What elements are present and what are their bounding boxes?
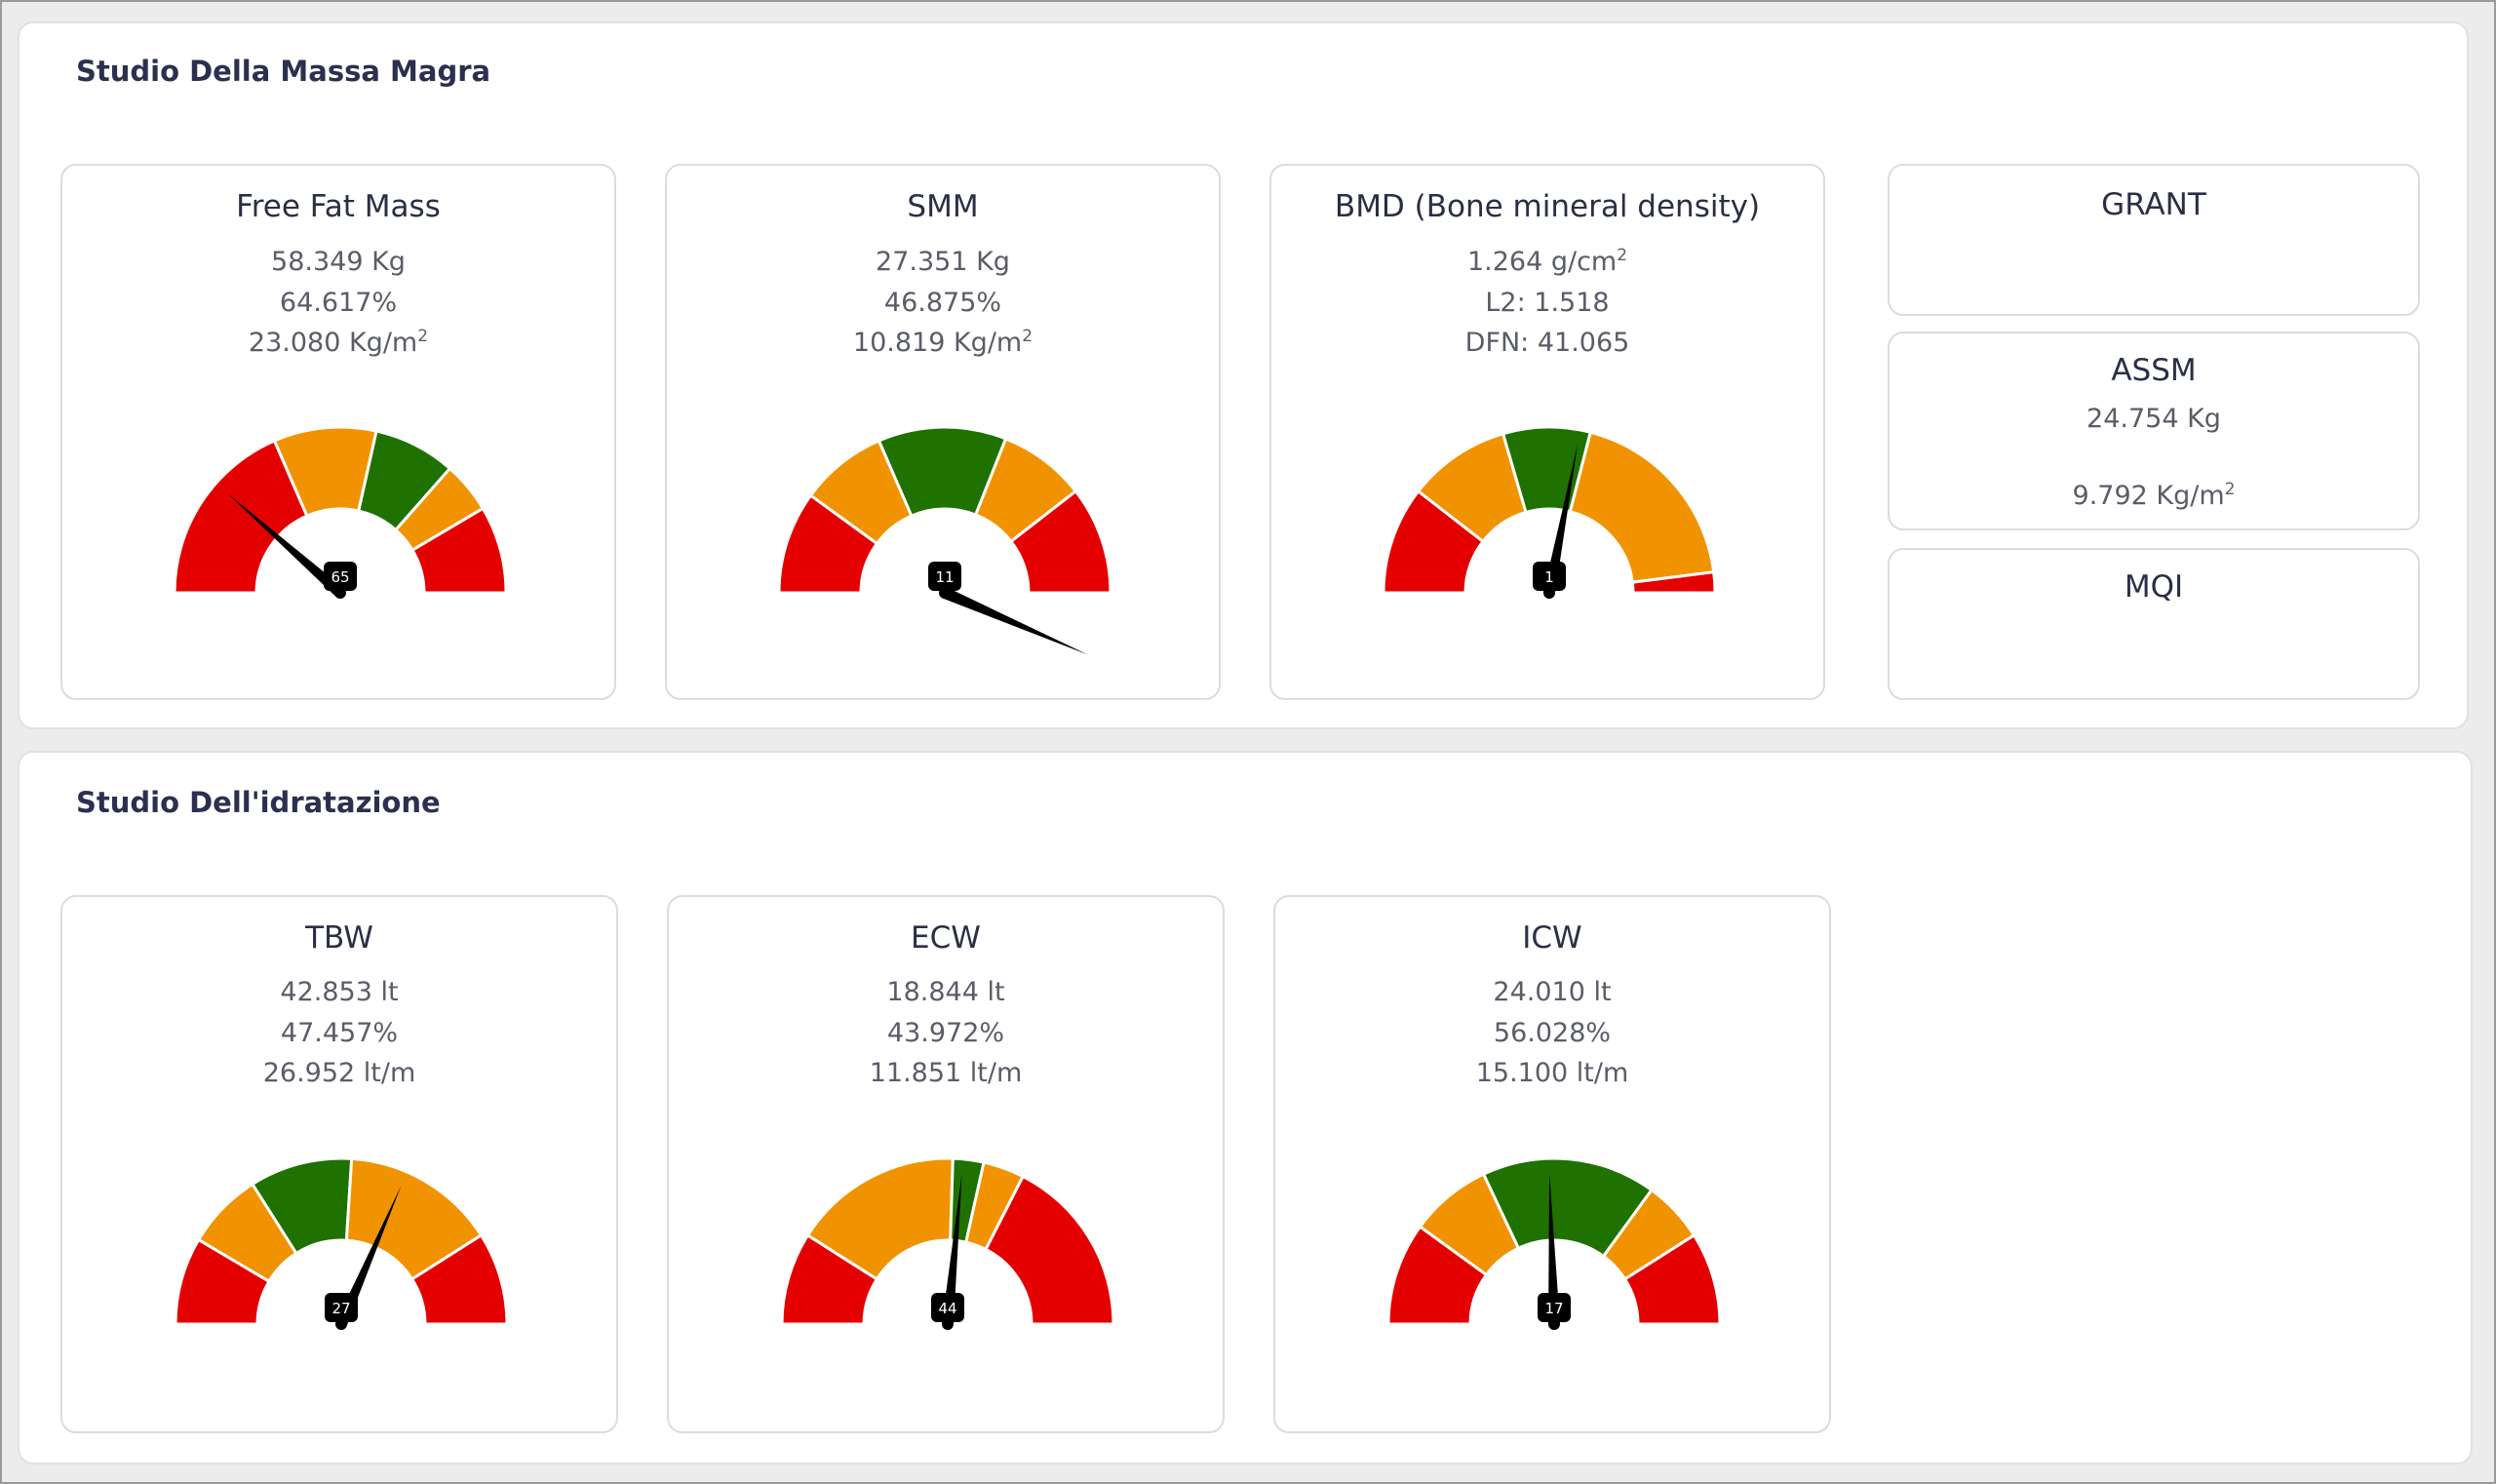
gauge-pivot	[1548, 1318, 1560, 1330]
gauge-needle	[942, 587, 1088, 655]
gauge-segment	[805, 1156, 955, 1281]
gauge-segment	[1630, 570, 1717, 595]
lean-mass-title: Studio Della Massa Magra	[76, 55, 491, 88]
assm-value-1: 24.754 Kg	[2086, 404, 2221, 434]
gauge-pivot	[334, 587, 346, 599]
gauge-tbw: 27	[174, 1156, 509, 1330]
gauge-segment	[1622, 1232, 1722, 1326]
gauge-segment	[410, 1232, 509, 1326]
gauge-hub	[931, 1293, 964, 1322]
card-value-1: 27.351 Kg	[876, 247, 1010, 277]
card-value-3: 26.952 lt/m	[262, 1058, 416, 1088]
gauge-segment	[1008, 488, 1112, 595]
card-value-3: 11.851 lt/m	[869, 1058, 1023, 1088]
card-value-1: 24.010 lt	[1493, 977, 1612, 1007]
gauge-needle	[335, 1185, 402, 1327]
gauge-needle	[942, 1173, 962, 1325]
card-title: TBW	[305, 920, 373, 956]
gauge-smm: 11	[777, 425, 1112, 655]
gauge-value-label: 44	[938, 1300, 956, 1317]
gauge-ecw: 44	[780, 1156, 1115, 1330]
gauge-pivot	[942, 1318, 954, 1330]
card-value-1: 58.349 Kg	[271, 247, 406, 277]
gauge-value-label: 65	[331, 568, 349, 586]
card-value-3: 15.100 lt/m	[1475, 1058, 1629, 1088]
card-value-3: DFN: 41.065	[1464, 328, 1630, 358]
gauge-needle	[226, 492, 344, 598]
card-value-1: 1.264 g/cm2	[1466, 246, 1628, 277]
gauge-needle	[1543, 444, 1579, 595]
gauge-bmd: 1	[1382, 425, 1717, 599]
gauge-value-label: 17	[1544, 1300, 1563, 1317]
gauge-free-fat-mass: 65	[173, 425, 508, 599]
gauge-hub	[325, 1293, 358, 1322]
gauge-segment	[173, 439, 309, 595]
gauge-hub	[1538, 1293, 1571, 1322]
card-value-2: 43.972%	[886, 1018, 1005, 1048]
card-mqi[interactable]: MQI	[1888, 548, 2420, 700]
gauge-segment	[1481, 1156, 1655, 1259]
card-bmd[interactable]: BMD (Bone mineral density) 1.264 g/cm2 L…	[1269, 164, 1825, 700]
card-value-1: 42.853 lt	[280, 977, 399, 1007]
gauge-segment	[1568, 430, 1716, 584]
card-tbw[interactable]: TBW 42.853 lt 47.457% 26.952 lt/m 27	[60, 895, 618, 1433]
card-value-2: 46.875%	[883, 288, 1002, 318]
card-grant[interactable]: GRANT	[1888, 164, 2420, 316]
assm-title: ASSM	[2111, 353, 2197, 388]
card-value-2: 64.617%	[279, 288, 398, 318]
gauge-pivot	[335, 1318, 347, 1330]
card-title: BMD (Bone mineral density)	[1334, 189, 1761, 224]
card-value-3: 10.819 Kg/m2	[852, 327, 1034, 358]
assm-value-2: 9.792 Kg/m2	[2072, 480, 2236, 511]
hydration-title: Studio Dell'idratazione	[76, 786, 441, 819]
card-title: ICW	[1522, 920, 1582, 956]
card-assm[interactable]: ASSM 24.754 Kg 9.792 Kg/m2	[1888, 332, 2420, 530]
gauge-pivot	[939, 587, 951, 599]
card-value-2: 47.457%	[280, 1018, 399, 1048]
card-ecw[interactable]: ECW 18.844 lt 43.972% 11.851 lt/m 44	[667, 895, 1225, 1433]
gauge-hub	[1533, 562, 1566, 591]
gauge-pivot	[1543, 587, 1555, 599]
card-value-2: L2: 1.518	[1485, 288, 1610, 318]
gauge-hub	[928, 562, 961, 591]
gauge-segment	[410, 506, 508, 595]
card-title: ECW	[911, 920, 981, 956]
card-smm[interactable]: SMM 27.351 Kg 46.875% 10.819 Kg/m2 11	[665, 164, 1221, 700]
card-free-fat-mass[interactable]: Free Fat Mass 58.349 Kg 64.617% 23.080 K…	[60, 164, 616, 700]
gauge-value-label: 11	[935, 568, 954, 586]
gauge-value-label: 1	[1544, 568, 1554, 586]
hydration-section: Studio Dell'idratazione TBW 42.853 lt 47…	[18, 751, 2473, 1464]
mqi-title: MQI	[2124, 569, 2184, 605]
card-value-2: 56.028%	[1493, 1018, 1612, 1048]
gauge-value-label: 27	[332, 1300, 350, 1317]
gauge-icw: 17	[1386, 1156, 1722, 1330]
card-value-3: 23.080 Kg/m2	[248, 327, 429, 358]
gauge-needle	[1548, 1173, 1560, 1325]
gauge-segment	[984, 1174, 1115, 1326]
lean-mass-section: Studio Della Massa Magra Free Fat Mass 5…	[18, 21, 2469, 729]
card-title: SMM	[907, 189, 979, 224]
card-value-1: 18.844 lt	[886, 977, 1005, 1007]
grant-title: GRANT	[2101, 187, 2206, 222]
card-icw[interactable]: ICW 24.010 lt 56.028% 15.100 lt/m 17	[1273, 895, 1831, 1433]
card-title: Free Fat Mass	[236, 189, 441, 224]
gauge-hub	[324, 562, 357, 591]
